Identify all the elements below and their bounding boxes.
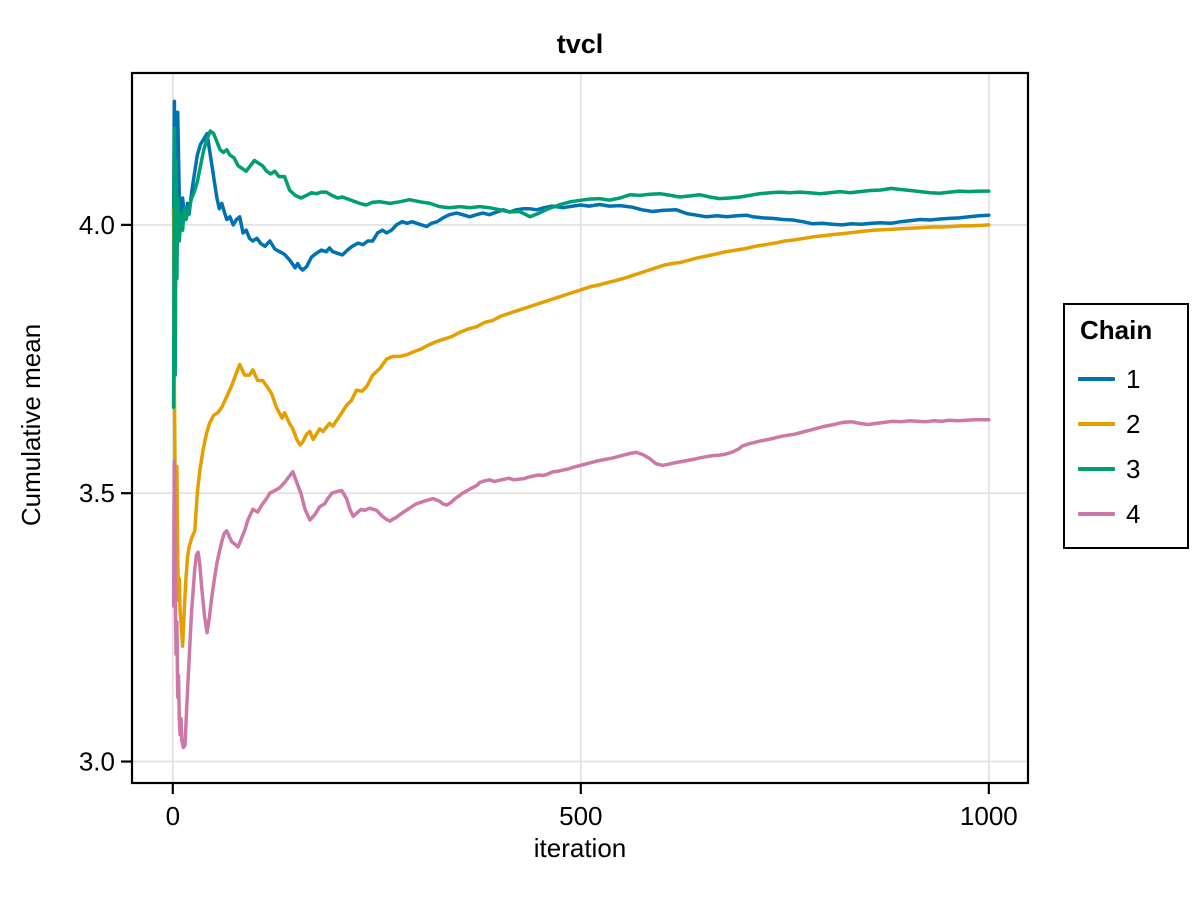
x-tick-label-0: 0: [166, 801, 180, 831]
legend-item-chain-2: 2: [1078, 401, 1187, 446]
y-axis-label: Cumulative mean: [16, 324, 46, 526]
series-line-chain-1: [171, 99, 991, 272]
legend-title: Chain: [1080, 315, 1153, 345]
legend-item-chain-4: 4: [1078, 491, 1187, 536]
chain-4-line-swatch: [1078, 511, 1115, 516]
x-tick-label-500: 500: [559, 801, 602, 831]
chain-3-line-swatch: [1078, 466, 1115, 471]
grid-layer: [132, 73, 1028, 783]
y-tick-label-3.0: 3.0: [79, 747, 115, 777]
x-tick-label-1000: 1000: [960, 801, 1018, 831]
tick-layer: 0 500 1000 3.0 3.5 4.0: [79, 210, 1018, 831]
plot-title: tvcl: [557, 29, 604, 59]
legend-item-chain-1: 1: [1078, 356, 1187, 401]
legend: Chain 1 2 3 4: [1063, 303, 1189, 549]
series-line-chain-4: [171, 417, 991, 750]
chain-2-label: 2: [1126, 408, 1141, 439]
legend-item-chain-3: 3: [1078, 446, 1187, 491]
chain-1-line-swatch: [1078, 376, 1115, 381]
series-layer: [171, 99, 991, 750]
chain-1-label: 1: [1126, 363, 1141, 394]
series-line-chain-2: [171, 207, 991, 648]
y-tick-label-3.5: 3.5: [79, 478, 115, 508]
chain-4-label: 4: [1126, 498, 1141, 529]
chain-3-label: 3: [1126, 453, 1141, 484]
series-line-chain-3: [171, 126, 991, 410]
chain-2-line-swatch: [1078, 421, 1115, 426]
x-axis-label: iteration: [534, 833, 627, 863]
y-tick-label-4.0: 4.0: [79, 210, 115, 240]
